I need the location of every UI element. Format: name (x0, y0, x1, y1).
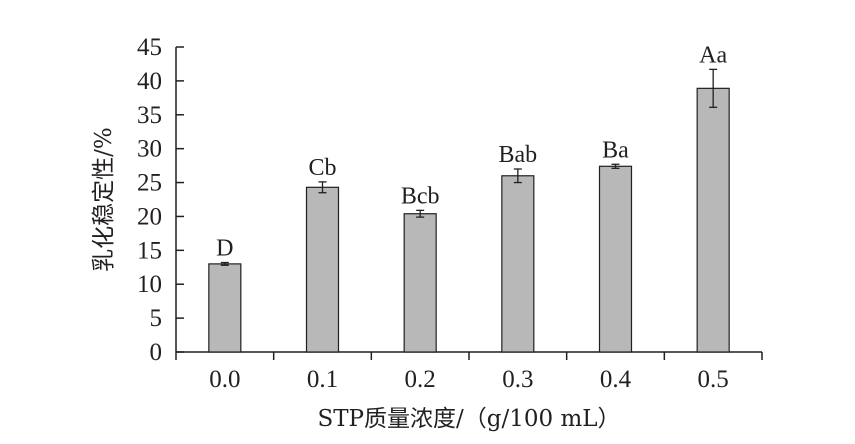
significance-label: Cb (308, 155, 336, 181)
significance-label: Aa (699, 42, 727, 68)
significance-label: D (216, 236, 233, 262)
x-tick-label: 0.4 (600, 366, 632, 393)
y-tick-label: 45 (137, 34, 162, 61)
x-tick-label: 0.5 (698, 366, 729, 393)
x-axis-title: STP质量浓度/（g/100 mL） (317, 406, 620, 432)
y-tick-label: 35 (137, 102, 162, 129)
x-tick-label: 0.3 (502, 366, 533, 393)
bar-0.5 (696, 87, 730, 353)
x-tick-label: 0.2 (405, 366, 436, 393)
x-tick-label: 0.0 (209, 366, 240, 393)
significance-label: Bcb (401, 183, 440, 209)
significance-label: Ba (602, 137, 629, 163)
y-tick-label: 25 (137, 170, 162, 197)
y-tick-label: 10 (137, 271, 162, 298)
y-axis-title: 乳化稳定性/% (91, 127, 117, 272)
bar-0.2 (403, 213, 437, 353)
bar-0.4 (598, 165, 633, 353)
y-tick-label: 40 (137, 68, 162, 95)
y-tick-label: 30 (137, 136, 162, 163)
bar-0.0 (208, 263, 242, 353)
y-tick-label: 5 (150, 305, 163, 332)
y-tick-label: 0 (150, 339, 163, 366)
bar-0.3 (501, 175, 535, 353)
plot-area: 0 5 10 15 20 25 30 35 40 45 D 0.0 Cb 0.1 Bcb 0.2 Bab 0.3 B… (137, 34, 763, 393)
y-tick-label: 15 (137, 237, 162, 264)
y-tick-label: 20 (137, 203, 162, 230)
significance-label: Bab (498, 142, 537, 168)
x-tick-label: 0.1 (307, 366, 338, 393)
bar-0.1 (305, 186, 340, 353)
